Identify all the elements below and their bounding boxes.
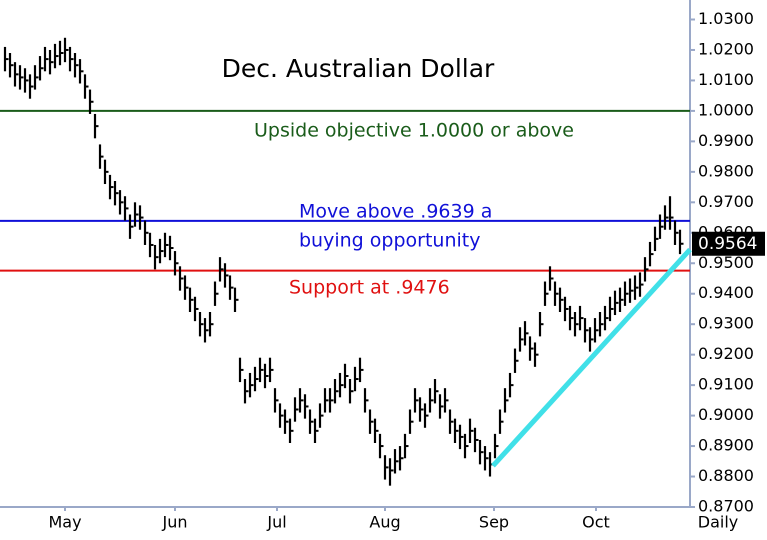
x-tick-label: Jun: [162, 513, 188, 532]
x-tick-label: Sep: [479, 513, 509, 532]
annotation: Move above .9639 a: [299, 201, 492, 223]
y-tick-label: 1.0300: [698, 9, 754, 28]
x-tick-label: May: [48, 513, 81, 532]
y-tick-label: 0.8700: [698, 497, 754, 516]
y-tick-label: 0.9000: [698, 405, 754, 424]
x-tick-label: Jul: [266, 513, 286, 532]
annotation: Support at .9476: [289, 277, 450, 299]
annotation: buying opportunity: [299, 230, 480, 252]
y-tick-label: 0.9900: [698, 131, 754, 150]
y-tick-label: 0.9400: [698, 283, 754, 302]
y-tick-label: 0.8800: [698, 466, 754, 485]
y-tick-label: 1.0100: [698, 70, 754, 89]
y-tick-label: 0.9500: [698, 253, 754, 272]
y-tick-label: 0.9300: [698, 314, 754, 333]
last-price-box: [692, 231, 765, 256]
x-tick-label: Aug: [369, 513, 400, 532]
y-tick-label: 0.9200: [698, 344, 754, 363]
y-tick-label: 0.9800: [698, 161, 754, 180]
y-tick-label: 0.9700: [698, 192, 754, 211]
y-tick-label: 0.9100: [698, 375, 754, 394]
y-tick-label: 0.8900: [698, 436, 754, 455]
trendline: [491, 247, 692, 468]
last-price-label: 0.9564: [698, 234, 757, 254]
annotation: Upside objective 1.0000 or above: [254, 120, 574, 142]
x-axis-label: Daily: [698, 513, 738, 532]
chart-title: Dec. Australian Dollar: [222, 54, 495, 83]
y-tick-label: 1.0200: [698, 39, 754, 58]
x-tick-label: Oct: [582, 513, 610, 532]
y-tick-label: 1.0000: [698, 100, 754, 119]
